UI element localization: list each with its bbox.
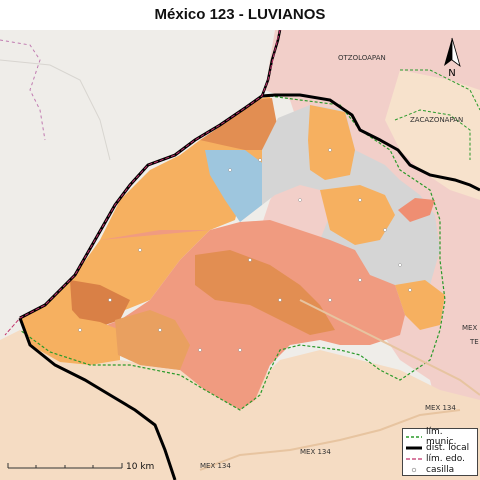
state-boundary-west xyxy=(0,39,46,141)
legend-label-district: dist. local xyxy=(426,442,470,453)
municipal-boundary-zacazonapan xyxy=(394,109,471,160)
legend-item-municipal: lím. munic. xyxy=(406,427,474,447)
legend-item-state: lím. edo. xyxy=(406,453,474,464)
legend-symbol-municipal xyxy=(406,433,422,441)
casilla-points xyxy=(78,148,412,352)
map-legend: lím. munic. dist. local lím. edo. casill… xyxy=(402,427,478,476)
road-mex134-south xyxy=(199,409,461,471)
road-west xyxy=(0,59,111,161)
municipal-boundary-otzoloapan xyxy=(400,69,480,111)
place-label-mex134-bottom: MEX 134 xyxy=(200,462,231,470)
map-canvas[interactable]: OTZOLOAPAN ZACAZONAPAN MEX TE MEX 134 ME… xyxy=(0,30,480,480)
legend-symbol-district xyxy=(406,444,422,452)
section-east-orange[interactable] xyxy=(320,185,395,245)
section-southeast-orange[interactable] xyxy=(395,280,445,330)
place-label-mex134-mid: MEX 134 xyxy=(300,448,331,456)
north-arrow-label: N xyxy=(448,68,455,79)
legend-label-municipal: lím. munic. xyxy=(426,426,457,447)
section-central-darkorange[interactable] xyxy=(195,250,335,335)
north-arrow: N xyxy=(444,37,461,79)
place-label-mex134-right: MEX 134 xyxy=(425,404,456,412)
legend-item-district: dist. local xyxy=(406,442,474,453)
scale-bar-label: 10 km xyxy=(126,462,154,472)
legend-label-state: lím. edo. xyxy=(426,453,465,464)
section-east-salmon-small[interactable] xyxy=(398,198,435,222)
legend-label-casilla: casilla xyxy=(426,464,455,475)
place-label-zacazonapan: ZACAZONAPAN xyxy=(410,116,463,124)
scale-bar: 10 km xyxy=(7,462,154,472)
legend-symbol-state xyxy=(406,455,422,463)
district-boundary-southwest xyxy=(18,317,177,480)
section-west-darkorange[interactable] xyxy=(70,280,130,330)
section-blue[interactable] xyxy=(205,150,265,222)
place-label-mex-east2: TE xyxy=(469,338,479,346)
legend-symbol-casilla xyxy=(406,466,422,474)
section-south-orange[interactable] xyxy=(115,310,190,370)
section-north-darkorange[interactable] xyxy=(200,98,278,150)
road-mex134-east xyxy=(299,299,480,396)
page-title: México 123 - LUVIANOS xyxy=(154,6,326,23)
place-label-otzoloapan: OTZOLOAPAN xyxy=(338,54,386,62)
neighbor-region-zacazonapan xyxy=(385,70,480,200)
state-boundary xyxy=(4,30,281,336)
section-southwest-orange[interactable] xyxy=(20,315,120,365)
legend-item-casilla: casilla xyxy=(406,464,474,475)
section-northeast-orange[interactable] xyxy=(308,105,355,180)
place-label-mex-east: MEX xyxy=(462,324,477,332)
municipal-boundary-luvianos xyxy=(19,95,446,411)
